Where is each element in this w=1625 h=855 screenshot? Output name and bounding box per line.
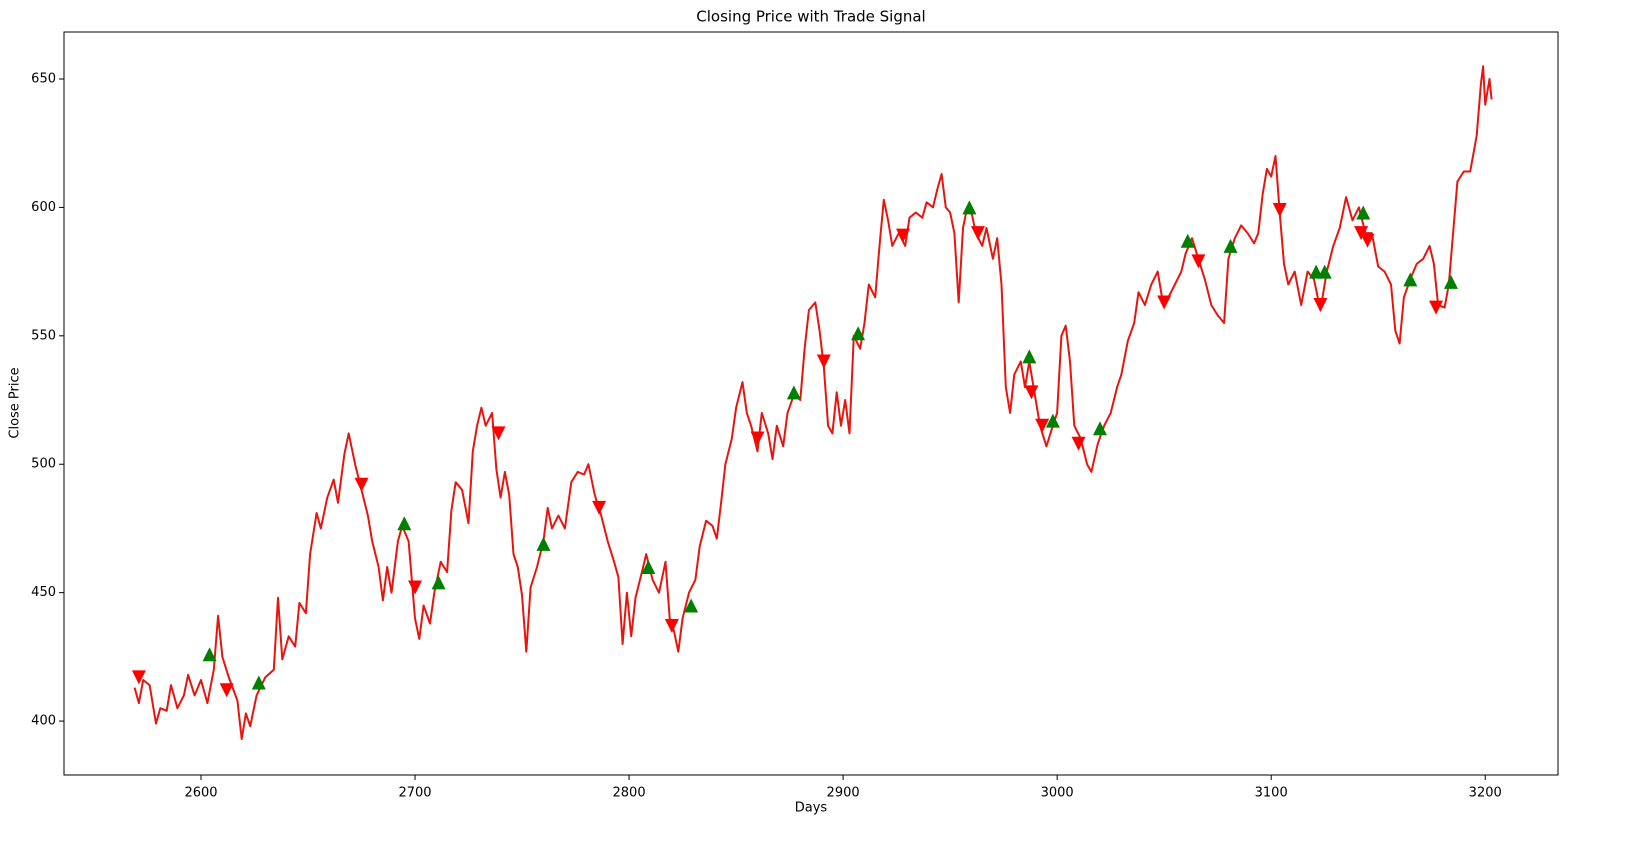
buy-signal (851, 326, 866, 341)
x-tick-label: 2900 (827, 786, 860, 801)
buy-signal (202, 647, 217, 662)
sell-signal (131, 670, 146, 685)
x-tick-label: 3000 (1041, 786, 1074, 801)
buy-signal (1317, 264, 1332, 279)
buy-signal (1403, 272, 1418, 287)
y-tick-label: 650 (31, 71, 56, 86)
y-tick-label: 550 (31, 328, 56, 343)
sell-signal (1157, 295, 1172, 310)
sell-signal (1354, 226, 1369, 241)
sell-signal (816, 354, 831, 369)
sell-signal (664, 619, 679, 634)
x-tick-label: 2800 (613, 786, 646, 801)
buy-signal (536, 536, 551, 551)
buy-signal (962, 200, 977, 215)
buy-signal (641, 559, 656, 574)
x-tick-label: 3100 (1255, 786, 1288, 801)
sell-signal (219, 683, 234, 698)
buy-signal (1045, 413, 1060, 428)
buy-signal (1022, 349, 1037, 364)
sell-signal (1360, 233, 1375, 248)
sell-signal (970, 226, 985, 241)
sell-signal (1191, 254, 1206, 269)
sell-signal (1272, 202, 1287, 217)
sell-signal (1428, 300, 1443, 315)
x-tick-label: 3200 (1469, 786, 1502, 801)
buy-signal (431, 575, 446, 590)
x-axis-label: Days (795, 801, 828, 816)
sell-signal (491, 426, 506, 441)
buy-signal (1356, 205, 1371, 220)
y-tick-label: 600 (31, 200, 56, 215)
price-line (133, 65, 1493, 740)
buy-signal (1443, 274, 1458, 289)
x-tick-label: 2600 (184, 786, 217, 801)
buy-signal (397, 516, 412, 531)
sell-signal (408, 580, 423, 595)
x-tick-label: 2700 (398, 786, 431, 801)
sell-signal (896, 228, 911, 243)
buy-signal (1223, 238, 1238, 253)
buy-signal (251, 675, 266, 690)
buy-signal (1092, 421, 1107, 436)
sell-signal (1024, 385, 1039, 400)
y-axis-label: Close Price (8, 367, 23, 438)
plot-frame (63, 31, 1559, 776)
buy-signal (786, 385, 801, 400)
buy-signal (1180, 233, 1195, 248)
sell-signal (750, 431, 765, 446)
sell-signal (1035, 418, 1050, 433)
y-tick-label: 450 (31, 585, 56, 600)
buy-signal (684, 598, 699, 613)
sell-signal (592, 500, 607, 515)
sell-signal (354, 477, 369, 492)
sell-signal (1313, 298, 1328, 313)
y-tick-label: 500 (31, 457, 56, 472)
chart-title: Closing Price with Trade Signal (696, 8, 925, 26)
y-tick-label: 400 (31, 714, 56, 729)
sell-signal (1071, 436, 1086, 451)
